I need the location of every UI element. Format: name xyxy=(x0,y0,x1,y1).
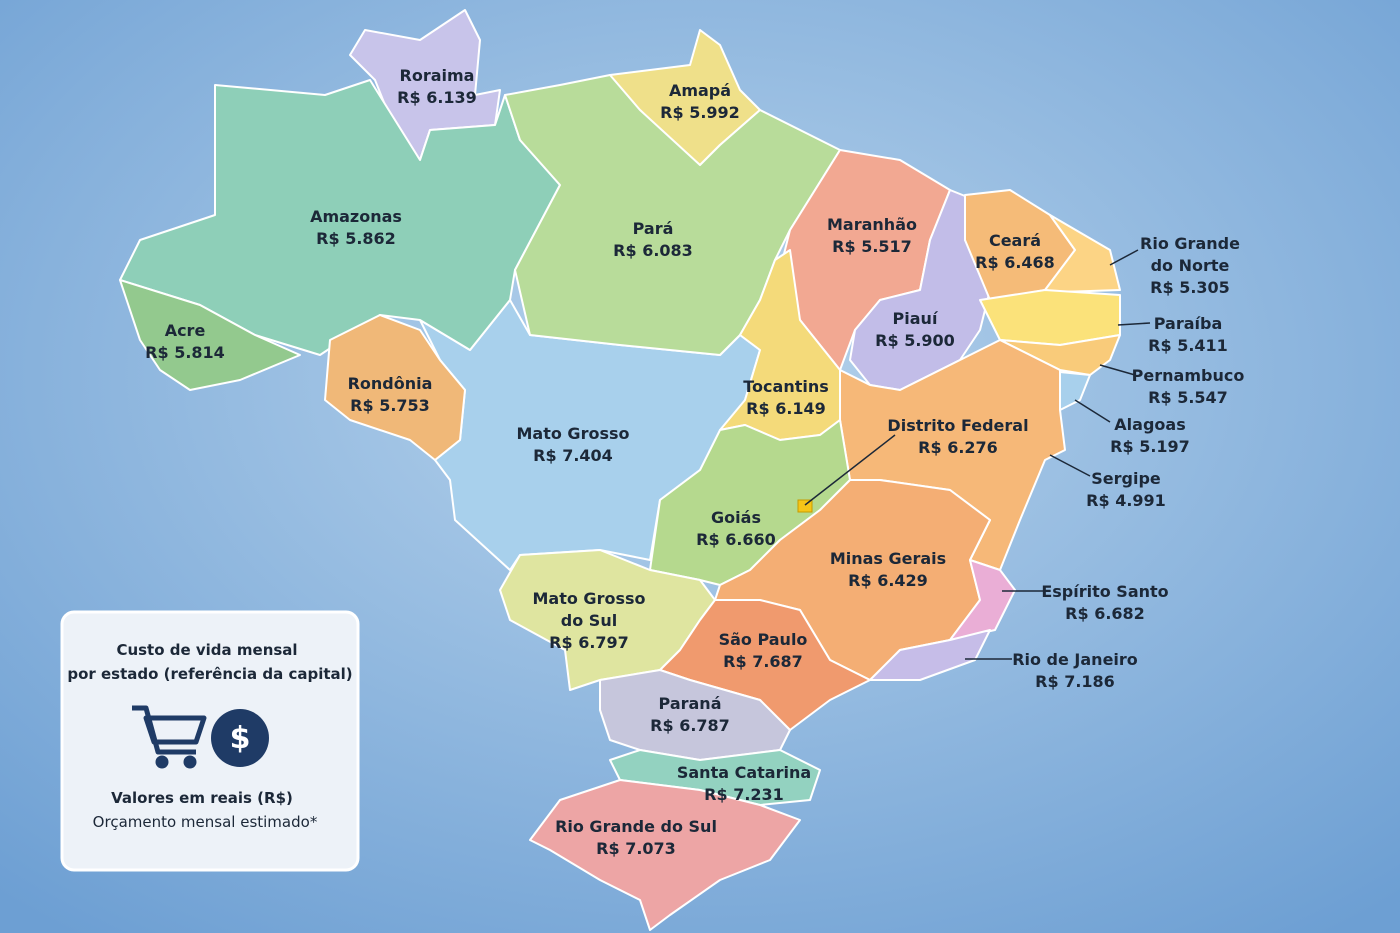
state-name: Acre xyxy=(165,321,206,340)
leader-line xyxy=(1099,364,1136,376)
legend: Custo de vida mensal por estado (referên… xyxy=(60,610,360,872)
state-value: R$ 5.753 xyxy=(350,396,430,415)
state-value: R$ 6.468 xyxy=(975,253,1055,272)
state-shape xyxy=(869,629,991,681)
state-value: R$ 5.900 xyxy=(875,331,955,350)
state-name: Mato Grosso xyxy=(533,589,646,608)
state-value: R$ 5.197 xyxy=(1110,437,1190,456)
state-name: Alagoas xyxy=(1114,415,1185,434)
state-value: R$ 7.186 xyxy=(1035,672,1115,691)
state-value: R$ 7.687 xyxy=(723,652,803,671)
state-name: Minas Gerais xyxy=(830,549,946,568)
state-name: Piauí xyxy=(893,309,939,328)
state-name: Paraná xyxy=(659,694,722,713)
state-value: R$ 6.682 xyxy=(1065,604,1145,623)
state-shape xyxy=(119,279,301,391)
state-value: R$ 5.411 xyxy=(1148,336,1228,355)
state-value: R$ 7.231 xyxy=(704,785,784,804)
state-value: R$ 6.797 xyxy=(549,633,629,652)
state-value: R$ 5.862 xyxy=(316,229,396,248)
state-name: Sergipe xyxy=(1091,469,1161,488)
legend-units: Valores em reais (R$) xyxy=(111,789,293,807)
state-name: do Sul xyxy=(561,611,617,630)
state-name: Ceará xyxy=(989,231,1041,250)
state-name: Rio de Janeiro xyxy=(1012,650,1138,669)
state-name: São Paulo xyxy=(719,630,808,649)
state-name: Santa Catarina xyxy=(677,763,811,782)
state-name: Rio Grande do Sul xyxy=(555,817,717,836)
state-name: Rio Grande xyxy=(1140,234,1240,253)
state-value: R$ 5.992 xyxy=(660,103,740,122)
state-name: Paraíba xyxy=(1154,314,1223,333)
state-value: R$ 5.305 xyxy=(1150,278,1230,297)
state-name: Roraima xyxy=(400,66,475,85)
leader-line xyxy=(804,434,896,506)
state-shape xyxy=(504,74,841,356)
states xyxy=(119,9,1121,931)
state-name: Pernambuco xyxy=(1132,366,1245,385)
state-name: Amapá xyxy=(669,81,731,100)
state-name: Rondônia xyxy=(348,374,433,393)
state-value: R$ 7.404 xyxy=(533,446,613,465)
state-value: R$ 6.429 xyxy=(848,571,928,590)
state-value: R$ 6.276 xyxy=(918,438,998,457)
state-name: Distrito Federal xyxy=(887,416,1028,435)
state-name: Amazonas xyxy=(310,207,402,226)
leader-line xyxy=(1117,322,1151,326)
state-name: Espírito Santo xyxy=(1041,582,1168,601)
legend-box xyxy=(60,610,360,872)
state-value: R$ 5.814 xyxy=(145,343,225,362)
state-value: R$ 6.083 xyxy=(613,241,693,260)
state-value: R$ 6.787 xyxy=(650,716,730,735)
state-name: Tocantins xyxy=(743,377,829,396)
currency-symbol: $ xyxy=(230,721,251,756)
legend-title: por estado (referência da capital) xyxy=(67,665,352,683)
state-value: R$ 6.149 xyxy=(746,399,826,418)
state-shape xyxy=(119,79,561,356)
leader-line xyxy=(1074,399,1111,423)
legend-title: Custo de vida mensal xyxy=(116,641,297,659)
legend-note: Orçamento mensal estimado* xyxy=(93,813,318,831)
currency-icon xyxy=(211,709,269,767)
state-value: R$ 6.660 xyxy=(696,530,776,549)
state-value: R$ 6.139 xyxy=(397,88,477,107)
state-shape xyxy=(529,779,801,931)
state-name: do Norte xyxy=(1151,256,1230,275)
state-value: R$ 4.991 xyxy=(1086,491,1166,510)
state-shape xyxy=(324,314,466,461)
state-shape xyxy=(949,559,1016,641)
state-name: Maranhão xyxy=(827,215,917,234)
state-value: R$ 5.547 xyxy=(1148,388,1228,407)
leader-lines xyxy=(804,249,1151,660)
leader-line xyxy=(1109,249,1139,266)
leader-line xyxy=(1049,454,1091,477)
state-name: Goiás xyxy=(711,508,761,527)
state-name: Pará xyxy=(633,219,674,238)
state-name: Mato Grosso xyxy=(517,424,630,443)
state-shape xyxy=(979,289,1121,346)
state-value: R$ 7.073 xyxy=(596,839,676,858)
state-value: R$ 5.517 xyxy=(832,237,912,256)
cart-icon xyxy=(132,705,207,769)
state-labels: Roraima R$ 6.139 Amapá R$ 5.992 Amazonas R$ 5… xyxy=(145,66,1244,858)
